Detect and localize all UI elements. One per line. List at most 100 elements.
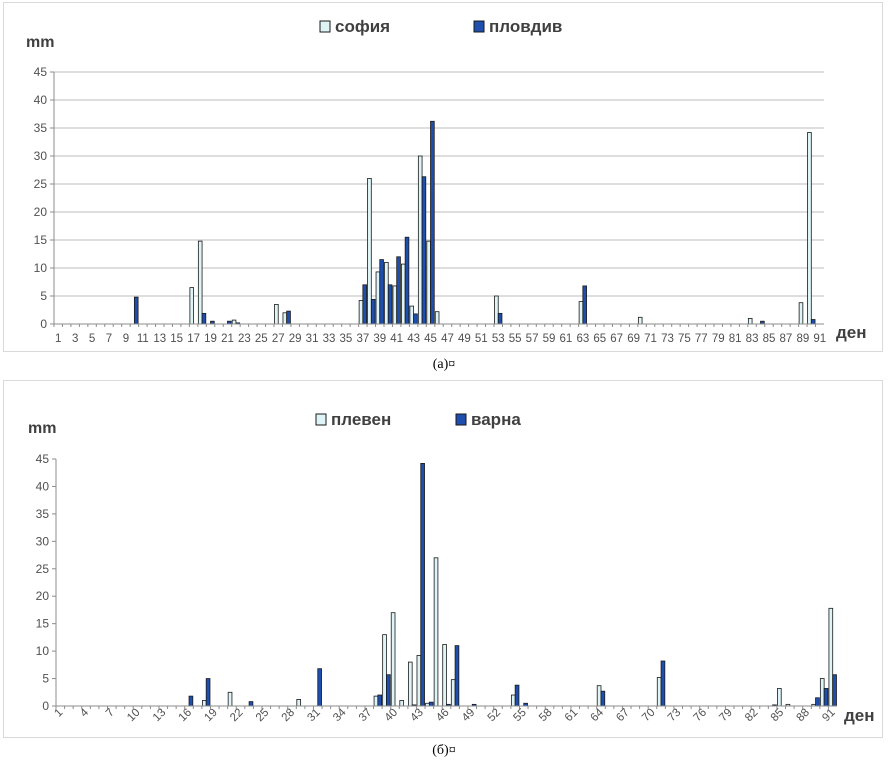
bar-series2-day-31 <box>317 668 322 707</box>
bar-series1-day-41 <box>392 285 398 325</box>
x-tick-label: 17 <box>187 333 200 345</box>
bar-series1-day-42 <box>407 661 413 707</box>
bar-series1-day-17 <box>189 287 195 325</box>
x-tick-label: 73 <box>666 707 684 725</box>
y-tick-label: 15 <box>34 233 48 247</box>
y-tick-label: 10 <box>34 261 48 275</box>
x-tick-label: 45 <box>424 333 437 345</box>
x-tick-label: 82 <box>743 707 761 725</box>
x-tick-label: 16 <box>177 707 195 725</box>
x-tick-label: 7 <box>106 333 112 345</box>
bar-series2-day-28 <box>286 310 291 325</box>
x-tick-label: 10 <box>125 707 143 725</box>
bar-series1-day-90 <box>819 678 825 707</box>
x-tick-label: 70 <box>640 707 658 725</box>
bar-series1-day-22 <box>231 319 237 325</box>
legend-label: варна <box>471 410 521 429</box>
bar-series1-day-27 <box>274 303 279 325</box>
y-tick-label: 30 <box>36 534 50 548</box>
bar-series2-day-44 <box>428 701 434 707</box>
chart-panel-b: mm плевен варна 0 5 10 15 20 25 30 35 40 45 1 4 7 10 13 16… <box>3 380 883 738</box>
y-axis-unit-label: mm <box>26 34 54 51</box>
x-axis-title: ден <box>836 323 867 342</box>
x-tick-label: 31 <box>306 333 319 345</box>
legend-swatch-dark <box>473 20 485 33</box>
x-tick-label: 65 <box>593 333 606 345</box>
x-tick-label: 37 <box>357 707 375 725</box>
x-tick-label: 46 <box>434 707 452 725</box>
y-tick-label: 5 <box>40 289 47 303</box>
x-tick-label: 41 <box>390 333 403 345</box>
x-tick-label: 40 <box>383 707 401 725</box>
bar-series1-day-39 <box>382 634 387 707</box>
x-tick-label: 76 <box>692 707 710 725</box>
x-tick-label: 25 <box>255 333 268 345</box>
x-tick-label: 83 <box>746 333 759 345</box>
x-tick-label: 71 <box>644 333 657 345</box>
x-tick-label: 7 <box>104 707 117 720</box>
bar-series2-day-44 <box>421 176 427 325</box>
x-tick-label: 9 <box>123 333 129 345</box>
y-tick-label: 40 <box>34 93 48 107</box>
x-tick-label: 64 <box>589 706 607 724</box>
x-tick-label: 47 <box>441 333 454 345</box>
x-tick-label: 79 <box>712 333 725 345</box>
bar-series2-day-18 <box>201 312 207 325</box>
bar-series1-day-37 <box>358 300 364 325</box>
x-tick-label: 49 <box>460 707 478 725</box>
bar-series1-day-39 <box>375 271 381 325</box>
bar-series1-day-63 <box>578 301 584 325</box>
bar-series1-day-41 <box>399 700 404 707</box>
bar-series1-day-71 <box>656 677 662 707</box>
bar-series2-day-53 <box>497 312 503 325</box>
bar-series2-day-40 <box>387 284 393 325</box>
y-tick-label: 20 <box>36 589 50 603</box>
x-tick-label: 29 <box>289 333 302 345</box>
bar-series1-day-38 <box>373 695 379 707</box>
x-tick-label: 1 <box>55 333 61 345</box>
bar-series1-day-40 <box>390 612 396 707</box>
bar-series2-day-10 <box>133 296 139 325</box>
bar-series2-day-90 <box>823 688 829 707</box>
bar-series1-day-90 <box>807 132 812 325</box>
x-tick-label: 79 <box>717 707 735 725</box>
x-tick-label: 39 <box>373 333 386 345</box>
bar-series1-day-28 <box>282 312 288 325</box>
x-tick-label: 63 <box>576 333 589 345</box>
y-tick-label: 15 <box>36 617 50 631</box>
y-tick-label: 25 <box>36 562 50 576</box>
x-tick-label: 69 <box>627 333 640 345</box>
x-tick-label: 91 <box>813 333 826 345</box>
legend-label: софия <box>335 17 390 36</box>
x-tick-label: 88 <box>795 707 813 725</box>
x-tick-label: 35 <box>340 333 353 345</box>
bar-series2-day-71 <box>660 660 666 707</box>
x-tick-label: 67 <box>614 707 632 725</box>
bar-series1-day-18 <box>197 240 203 325</box>
x-tick-label: 15 <box>170 333 183 345</box>
y-tick-label: 5 <box>42 672 49 686</box>
bar-series2-day-41 <box>396 256 401 325</box>
x-tick-label: 55 <box>511 707 529 725</box>
bar-series2-day-45 <box>430 120 435 325</box>
bar-series1-day-46 <box>434 311 440 325</box>
rainfall-chart-b: mm плевен варна 0 5 10 15 20 25 30 35 40 45 1 4 7 10 13 16… <box>28 410 875 725</box>
x-tick-label: 61 <box>560 333 573 345</box>
bar-series1-day-42 <box>401 263 406 325</box>
bar-series2-day-23 <box>248 701 254 707</box>
x-axis-title: ден <box>844 706 875 725</box>
bar-series2-day-47 <box>454 645 460 707</box>
y-tick-label: 25 <box>34 177 48 191</box>
x-tick-label: 13 <box>151 707 169 725</box>
x-tick-label: 21 <box>221 333 234 345</box>
bar-series2-day-39 <box>379 259 384 325</box>
x-tick-label: 4 <box>78 706 91 719</box>
bar-series1-day-54 <box>510 694 516 707</box>
legend-label: пловдив <box>489 17 562 36</box>
x-tick-label: 91 <box>820 707 838 725</box>
y-tick-label: 35 <box>34 121 48 135</box>
x-tick-label: 5 <box>89 333 95 345</box>
x-tick-label: 37 <box>356 333 369 345</box>
bar-series1-day-91 <box>828 607 834 707</box>
